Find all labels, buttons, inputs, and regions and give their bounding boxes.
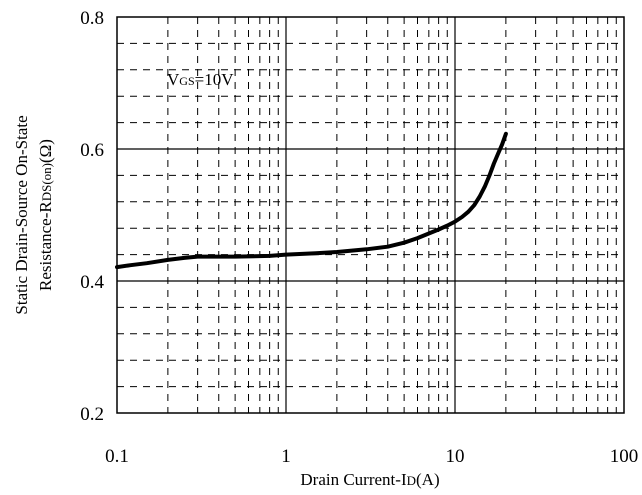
major-grid [117, 17, 624, 413]
x-axis-label: Drain Current-ID(A) [300, 470, 439, 489]
y-tick-labels: 0.2 0.4 0.6 0.8 [80, 8, 104, 425]
y-axis-label-line2: Resistance-RDS(on)(Ω) [36, 139, 55, 291]
x-tick-label: 10 [446, 446, 465, 467]
x-tick-label: 0.1 [105, 446, 129, 467]
plot-background [117, 17, 624, 413]
x-tick-label: 100 [610, 446, 639, 467]
y-tick-label: 0.6 [80, 140, 104, 161]
x-tick-labels: 0.1 1 10 100 [105, 446, 638, 467]
rds-on-curve [115, 131, 508, 270]
y-axis-label-line1: Static Drain-Source On-State [12, 115, 31, 314]
y-tick-label: 0.4 [80, 272, 104, 293]
x-tick-label: 1 [281, 446, 291, 467]
plot-area [115, 16, 625, 414]
y-tick-label: 0.2 [80, 404, 104, 425]
y-axis-label: Static Drain-Source On-State Resistance-… [12, 115, 55, 314]
plot-border [116, 16, 625, 414]
y-tick-label: 0.8 [80, 8, 104, 29]
vgs-annotation: VGS=10V [167, 70, 234, 89]
minor-grid [117, 17, 624, 413]
